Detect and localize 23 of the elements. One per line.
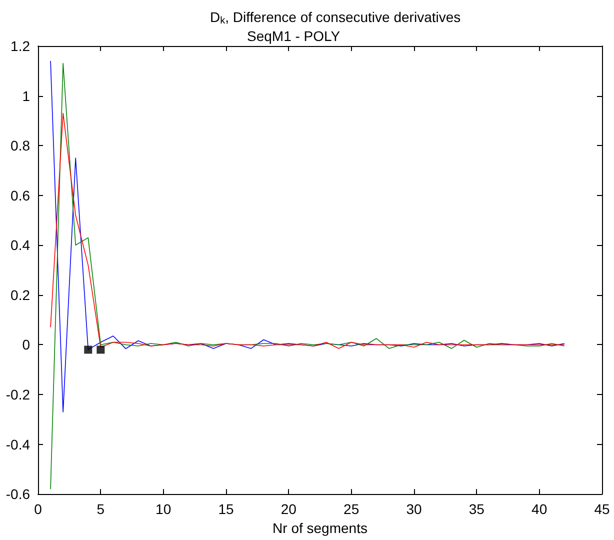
y-tick-label: -0.6 — [6, 486, 30, 502]
y-tick-label: -0.2 — [6, 386, 30, 403]
x-tick-label: 40 — [532, 501, 548, 518]
x-axis-title: Nr of segments — [272, 520, 368, 536]
x-tick-label: 20 — [280, 501, 297, 518]
chart-subtitle: SeqM1 - POLY — [247, 28, 341, 44]
line-series — [50, 63, 565, 490]
y-tick-label: 0.8 — [10, 138, 30, 154]
y-tick-label: 1 — [22, 88, 30, 104]
x-tick-label: 15 — [218, 501, 234, 518]
x-tick-label: 30 — [406, 501, 422, 518]
y-tick-label: 0.6 — [10, 187, 30, 204]
x-tick-label: 35 — [468, 501, 485, 518]
x-tick-label: 25 — [344, 501, 360, 518]
y-tick-label: 1.2 — [10, 38, 30, 54]
x-tick-label: 0 — [34, 501, 42, 518]
x-tick-label: 5 — [96, 501, 105, 518]
y-tick-label: 0 — [22, 336, 30, 353]
x-tick-label: 45 — [594, 501, 610, 518]
y-tick-label: -0.4 — [6, 436, 30, 452]
y-tick-label: 0.2 — [10, 286, 30, 303]
x-tick-label: 10 — [156, 501, 172, 518]
y-tick-label: 0.4 — [10, 237, 30, 254]
